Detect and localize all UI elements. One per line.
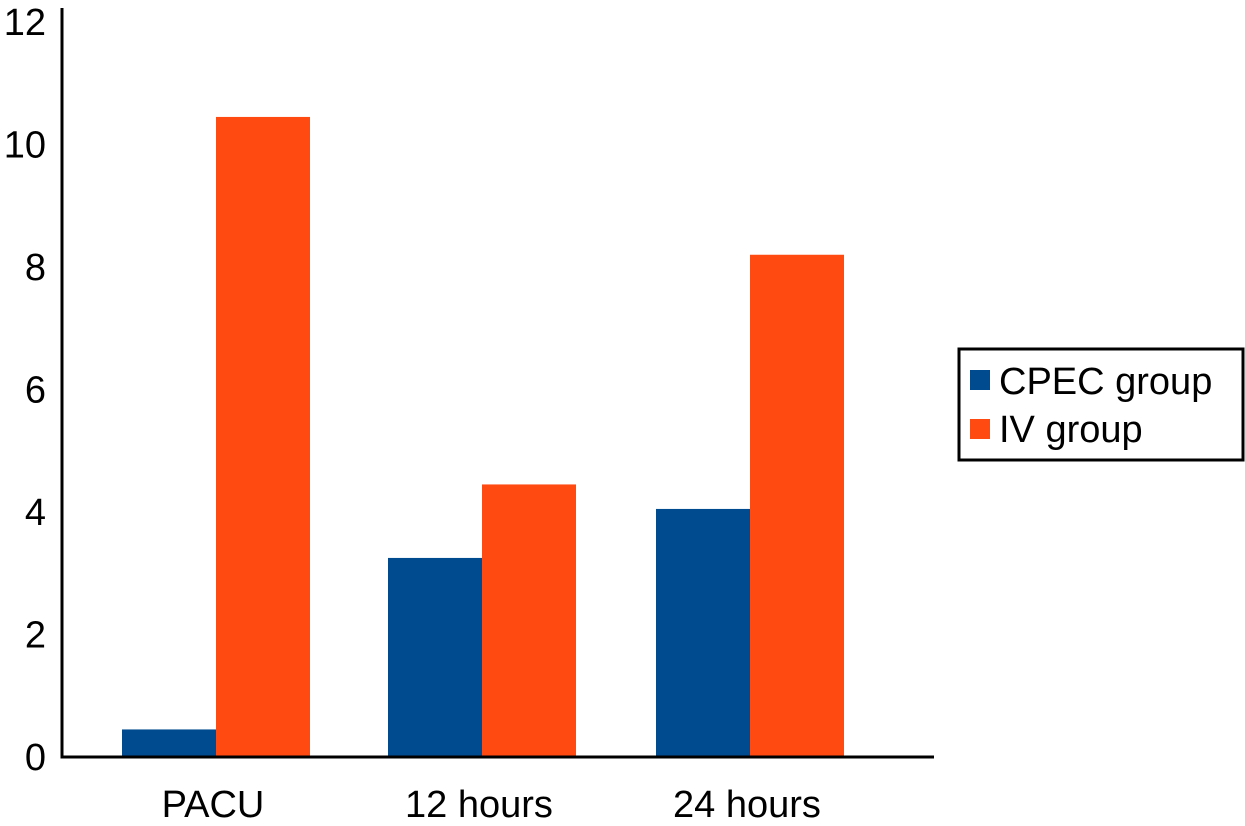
axes-layer — [60, 8, 934, 759]
x-category-label: 12 hours — [405, 784, 553, 826]
legend-box — [957, 347, 1245, 462]
y-tick-label: 0 — [25, 737, 46, 779]
legend-swatch-iv — [970, 419, 990, 439]
legend-label-cpec: CPEC group — [999, 361, 1212, 403]
y-tick-label: 10 — [4, 125, 46, 167]
bar-cpec-1 — [388, 557, 482, 757]
y-tick-label: 2 — [25, 615, 46, 657]
y-tick-label: 4 — [25, 492, 46, 534]
x-category-labels: PACU 12 hours 24 hours — [162, 784, 821, 826]
y-tick-label: 8 — [25, 247, 46, 289]
bar-iv-1 — [482, 484, 576, 757]
bar-iv-0 — [216, 116, 310, 757]
bar-iv-2 — [750, 254, 844, 757]
x-category-label: PACU — [162, 784, 265, 826]
bar-cpec-0 — [122, 729, 216, 757]
bar-cpec-2 — [656, 508, 750, 757]
legend-label-iv: IV group — [999, 409, 1143, 451]
legend-swatch-cpec — [970, 370, 990, 390]
y-tick-labels: 0 2 4 6 8 10 12 — [4, 2, 46, 779]
legend: CPEC group IV group — [957, 347, 1245, 462]
x-category-label: 24 hours — [673, 784, 821, 826]
bars-layer — [122, 116, 844, 757]
y-tick-label: 12 — [4, 2, 46, 44]
y-tick-label: 6 — [25, 370, 46, 412]
